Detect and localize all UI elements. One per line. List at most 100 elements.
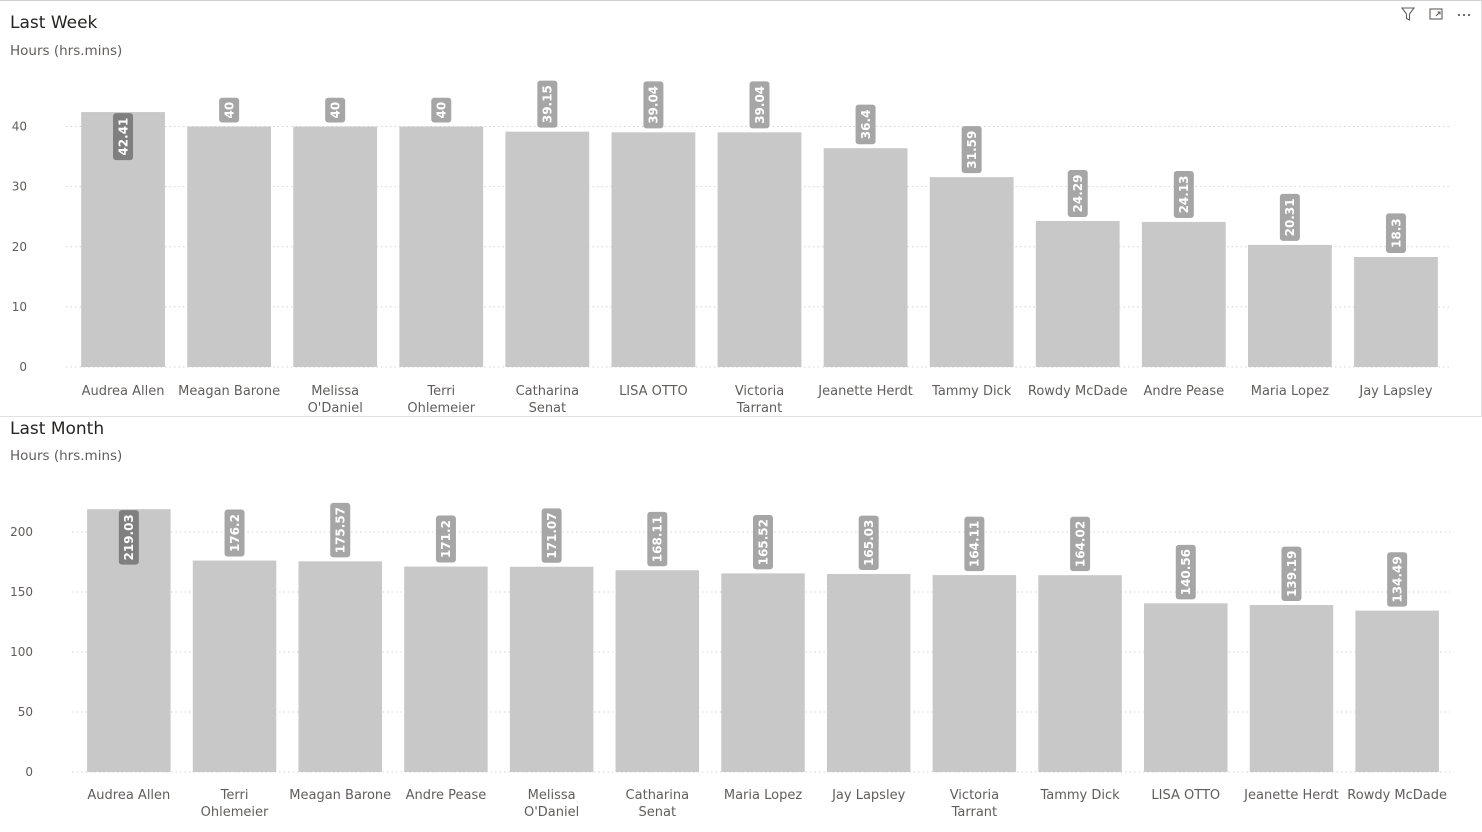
data-label-badge (1175, 544, 1196, 600)
x-tick-line: Meagan Barone (178, 384, 280, 399)
data-label-badge (858, 515, 879, 570)
x-tick-label: Jay Lapsley (831, 788, 905, 803)
bar[interactable] (509, 566, 594, 772)
x-tick-line: Melissa (311, 384, 359, 399)
bar[interactable] (293, 126, 378, 367)
x-tick-label: Andre Pease (406, 788, 487, 803)
bar[interactable] (1249, 604, 1334, 772)
chart-title: Last Month (10, 419, 105, 439)
x-tick-line: Maria Lopez (724, 788, 802, 803)
x-tick-label: Melissa O'Daniel (524, 788, 579, 820)
data-label: 171.07 (545, 512, 559, 558)
x-tick-line: Audrea Allen (87, 788, 170, 803)
x-tick-label: Catharina Senat (626, 788, 690, 820)
bar[interactable] (1038, 575, 1122, 772)
data-label: 36.4 (859, 110, 873, 140)
data-label-badge (1070, 516, 1091, 572)
bar[interactable] (399, 126, 484, 367)
data-label-badge (1385, 213, 1406, 253)
bar[interactable] (826, 573, 911, 772)
data-label: 164.11 (968, 521, 982, 567)
bar[interactable] (717, 132, 802, 367)
x-tick-line: Rowdy McDade (1028, 384, 1128, 399)
y-tick-label: 50 (18, 705, 33, 719)
x-tick-label: Maria Lopez (724, 788, 802, 803)
x-tick-line: Terri (220, 788, 249, 803)
data-label-badge (1387, 552, 1408, 607)
data-label: 140.56 (1179, 549, 1193, 595)
x-tick-line: Victoria (735, 384, 784, 399)
x-tick-line: Victoria (950, 788, 999, 803)
bar[interactable] (187, 126, 272, 367)
data-label: 219.03 (122, 514, 136, 560)
data-label: 24.29 (1071, 175, 1085, 213)
data-label-badge (431, 97, 452, 123)
data-label: 40 (328, 102, 342, 119)
data-label-badge (964, 516, 985, 572)
x-tick-line: Meagan Barone (289, 788, 391, 803)
x-tick-line: Senat (639, 805, 677, 820)
data-label-badge (219, 97, 240, 123)
x-tick-line: Senat (529, 401, 567, 416)
filter-icon[interactable] (1399, 5, 1417, 23)
bar[interactable] (1035, 220, 1120, 367)
data-label: 168.11 (651, 516, 665, 562)
bar[interactable] (721, 573, 805, 772)
y-tick-label: 0 (25, 765, 33, 779)
x-tick-line: Catharina (516, 384, 580, 399)
visual-header-toolbar (1399, 5, 1473, 23)
chart-subtitle: Hours (hrs.mins) (10, 448, 123, 464)
bar[interactable] (823, 148, 908, 367)
x-tick-line: Rowdy McDade (1347, 788, 1447, 803)
x-tick-label: Jeanette Herdt (817, 384, 913, 399)
bar[interactable] (1247, 244, 1332, 367)
x-tick-label: Andre Pease (1143, 384, 1224, 399)
data-label-badge (325, 97, 346, 123)
y-tick-label: 0 (19, 360, 27, 374)
last-month-chart-panel: Last Month Hours (hrs.mins) 0 50 100 150 200… (0, 417, 1482, 832)
data-label: 39.04 (647, 86, 661, 124)
data-label: 18.3 (1389, 218, 1403, 248)
x-tick-label: Victoria Tarrant (735, 384, 784, 416)
data-label: 39.04 (753, 86, 767, 124)
bar[interactable] (615, 570, 700, 772)
bar[interactable] (192, 560, 277, 772)
bar[interactable] (611, 132, 696, 367)
bar[interactable] (1355, 610, 1439, 772)
data-label-badge (113, 113, 134, 161)
y-tick-label: 150 (10, 585, 33, 599)
data-label: 40 (435, 102, 449, 119)
last-week-chart-panel: Last Week Hours (hrs.mins) 0 10 20 30 40 42.4… (0, 0, 1482, 417)
x-tick-line: Audrea Allen (82, 384, 165, 399)
data-label-badge (1281, 546, 1302, 601)
chart-title: Last Week (10, 13, 98, 33)
x-tick-label: Audrea Allen (82, 384, 165, 399)
last-week-bar-chart: 0 10 20 30 40 42.41 Audrea Allen 40 Meagan Baron… (12, 80, 1449, 416)
more-options-icon[interactable] (1455, 5, 1473, 23)
x-tick-line: O'Daniel (524, 805, 579, 820)
x-tick-line: O'Daniel (308, 401, 363, 416)
x-tick-label: Meagan Barone (178, 384, 280, 399)
bar[interactable] (929, 177, 1014, 367)
focus-mode-icon[interactable] (1427, 5, 1445, 23)
data-label-badge (749, 81, 770, 129)
bar[interactable] (298, 561, 382, 772)
x-tick-line: Ohlemeier (201, 805, 269, 820)
data-label: 40 (222, 102, 236, 119)
x-tick-label: LISA OTTO (1151, 788, 1220, 803)
bar[interactable] (1354, 256, 1438, 367)
data-label: 20.31 (1283, 198, 1297, 236)
y-tick-label: 200 (10, 525, 33, 539)
y-tick-label: 10 (12, 300, 27, 314)
x-tick-label: Terri Ohlemeier (407, 384, 475, 416)
data-label-badge (643, 81, 664, 129)
x-tick-label: Meagan Barone (289, 788, 391, 803)
data-label-badge (1173, 170, 1194, 218)
data-label-badge (647, 511, 668, 567)
x-tick-line: Tarrant (736, 401, 783, 416)
bar[interactable] (932, 575, 1017, 772)
bar[interactable] (505, 131, 590, 367)
bar[interactable] (1141, 221, 1226, 367)
bar[interactable] (404, 566, 488, 772)
bar[interactable] (1144, 603, 1228, 772)
